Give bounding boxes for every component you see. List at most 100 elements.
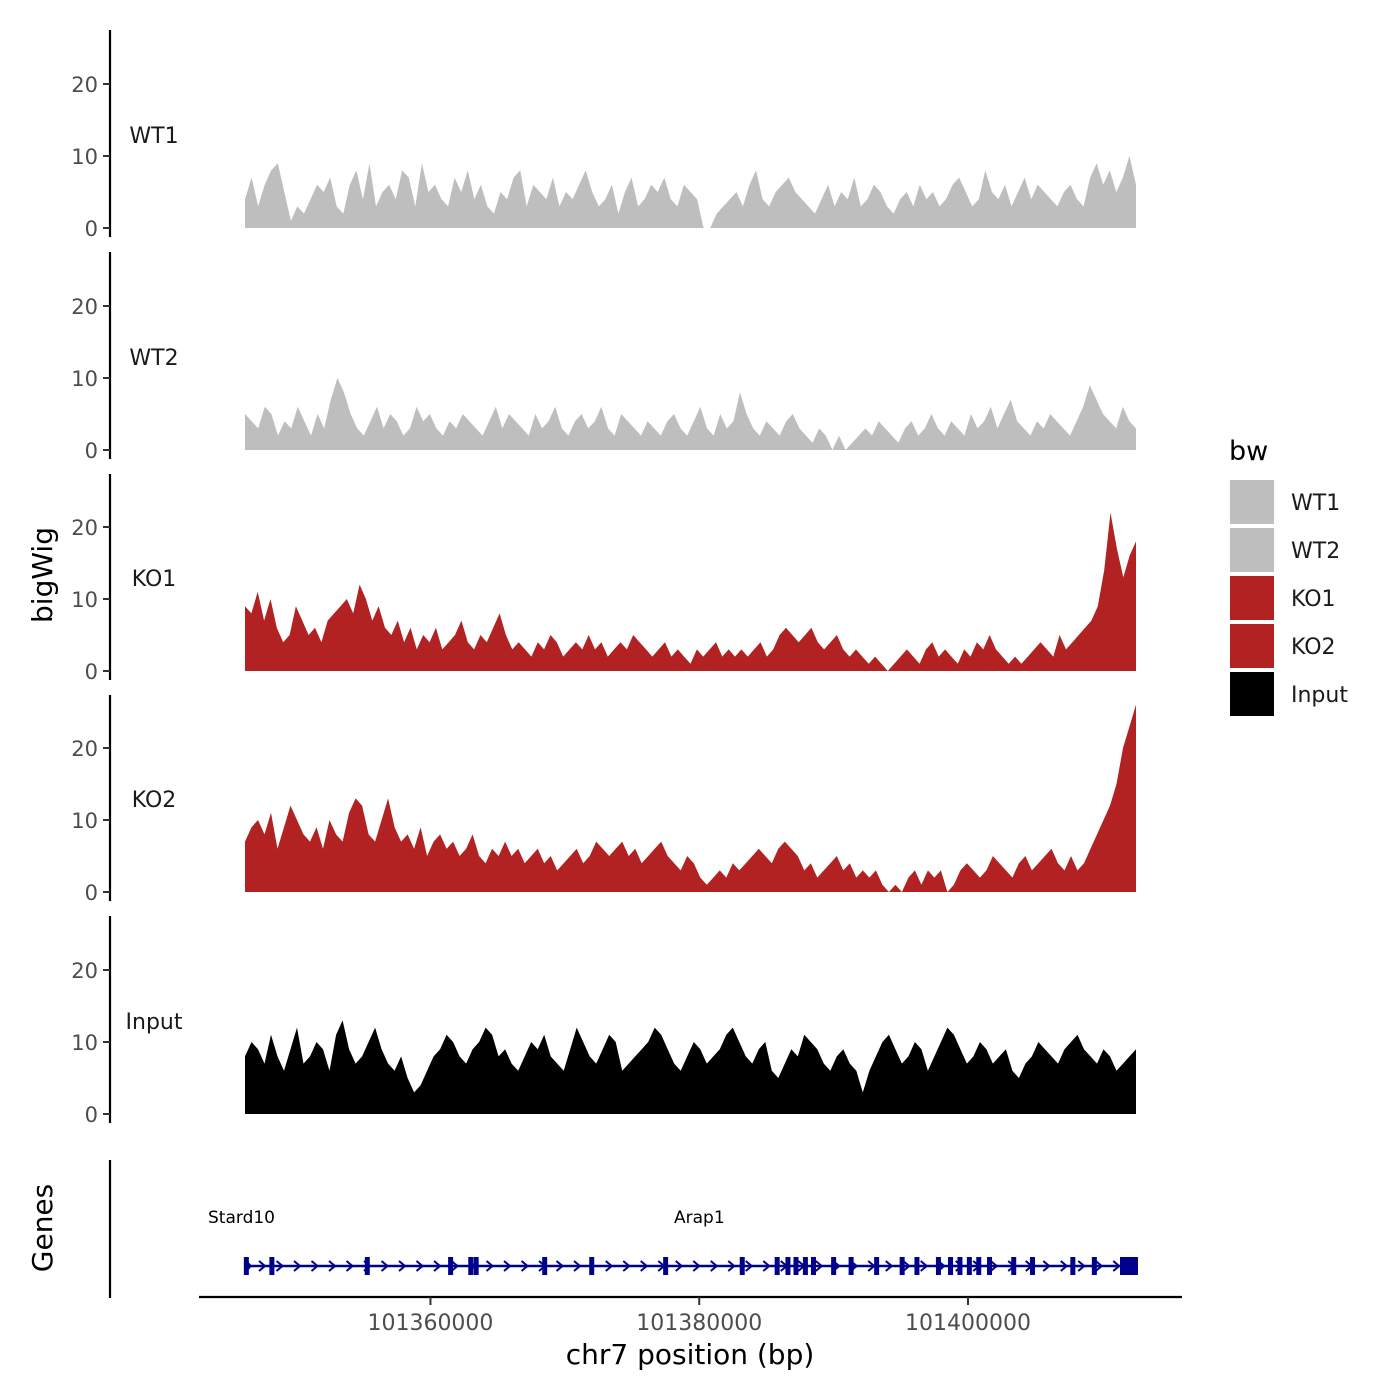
strand-arrow [622,1260,631,1272]
exon-mark [914,1257,920,1275]
exon-mark [1070,1257,1076,1275]
exon-mark [739,1257,745,1275]
exon-mark [935,1257,941,1275]
panel-ko2: 0 10 20 KO2 [71,695,1136,905]
exon-mark [774,1257,780,1275]
strand-arrow [293,1260,302,1272]
legend-label: WT1 [1291,491,1340,516]
y-tick-label: 20 [71,959,98,983]
x-tick-label: 101380000 [636,1311,762,1336]
exon-mark [663,1257,669,1275]
exon-mark [1030,1257,1036,1275]
genes-track-label: Genes [26,1184,59,1272]
strand-arrow [328,1260,337,1272]
legend-swatch [1230,576,1274,620]
exon-mark [1011,1257,1017,1275]
y-tick-label: 10 [71,809,98,833]
strand-arrow [1077,1260,1086,1272]
strand-arrow [745,1260,754,1272]
legend-item-ko1: KO1 [1230,576,1336,620]
x-axis-title: chr7 position (bp) [566,1338,815,1371]
y-tick-label: 20 [71,73,98,97]
panel-wt1: 0 10 20 WT1 [71,30,1136,241]
x-tick-label: 101360000 [367,1311,493,1336]
strand-arrow [1095,1260,1104,1272]
legend-item-input: Input [1230,672,1348,716]
gene-label-arap1: Arap1 [674,1208,725,1228]
y-tick-label: 20 [71,295,98,319]
exon-mark [802,1257,808,1275]
y-tick-label: 10 [71,367,98,391]
legend-item-wt2: WT2 [1230,528,1340,572]
strand-arrow [815,1260,824,1272]
exon-mark [810,1257,816,1275]
legend-title: bw [1229,436,1268,467]
exon-mark [785,1257,791,1275]
area-series-input [245,1020,1136,1114]
y-tick-label: 0 [85,1103,98,1127]
strand-arrow [640,1260,649,1272]
x-axis: 101360000 101380000 101400000 chr7 position… [199,1295,1182,1371]
track-label-ko2: KO2 [132,788,177,813]
panel-input: 0 10 20 Input [71,916,1136,1127]
track-label-wt2: WT2 [129,346,178,371]
strand-arrow [415,1260,425,1272]
y-axis-label: bigWig [26,527,59,623]
exon-mark [976,1257,982,1275]
area-series-ko2 [245,704,1136,892]
y-tick-label: 10 [71,145,98,169]
strand-arrow [555,1260,565,1272]
y-tick-label: 10 [71,588,98,612]
track-label-input: Input [126,1010,183,1035]
strand-arrow [573,1260,582,1272]
exon-mark [957,1257,963,1275]
panel-ko1: 0 10 20 KO1 [71,474,1136,684]
strand-arrow [605,1260,614,1272]
legend-label: WT2 [1291,539,1340,564]
strand-arrow [885,1260,894,1272]
strand-arrow [727,1260,736,1272]
strand-arrow [310,1260,320,1272]
legend-label: KO2 [1291,635,1336,660]
exon-mark [874,1257,880,1275]
y-tick-label: 10 [71,1031,98,1055]
track-label-wt1: WT1 [129,124,178,149]
exon-mark [468,1257,474,1275]
exon-mark [448,1257,454,1275]
exon-mark [966,1257,972,1275]
strand-arrow [1042,1260,1051,1272]
y-tick-label: 0 [85,439,98,463]
strand-arrow [345,1260,355,1272]
genes-track: Genes Stard10 Arap1 [26,1160,1138,1298]
legend-label: KO1 [1291,587,1336,612]
strand-arrow [675,1260,684,1272]
strand-arrow [485,1260,495,1272]
strand-arrow [433,1260,442,1272]
strand-arrow [503,1260,512,1272]
gene-label-stard10: Stard10 [208,1208,275,1228]
strand-arrow [520,1260,530,1272]
exon-mark [542,1257,548,1275]
legend-swatch [1230,528,1274,572]
panel-wt2: 0 10 20 WT2 [71,252,1136,463]
legend-item-wt1: WT1 [1230,480,1340,524]
strand-arrow [920,1260,929,1272]
y-tick-label: 20 [71,516,98,540]
exon-mark [793,1257,799,1275]
gene-end-block [1120,1257,1138,1275]
strand-arrow [902,1260,911,1272]
legend: bw WT1 WT2 KO1 KO2 Input [1229,436,1348,716]
legend-swatch [1230,480,1274,524]
exon-mark [1091,1257,1097,1275]
exon-mark [364,1257,370,1275]
area-series-ko1 [245,512,1136,671]
y-tick-label: 0 [85,881,98,905]
area-series-wt1 [245,156,1136,228]
strand-arrow [380,1260,390,1272]
y-tick-label: 0 [85,217,98,241]
strand-arrow [258,1260,267,1272]
strand-arrow [692,1260,701,1272]
exon-mark [848,1257,854,1275]
legend-label: Input [1291,683,1348,708]
